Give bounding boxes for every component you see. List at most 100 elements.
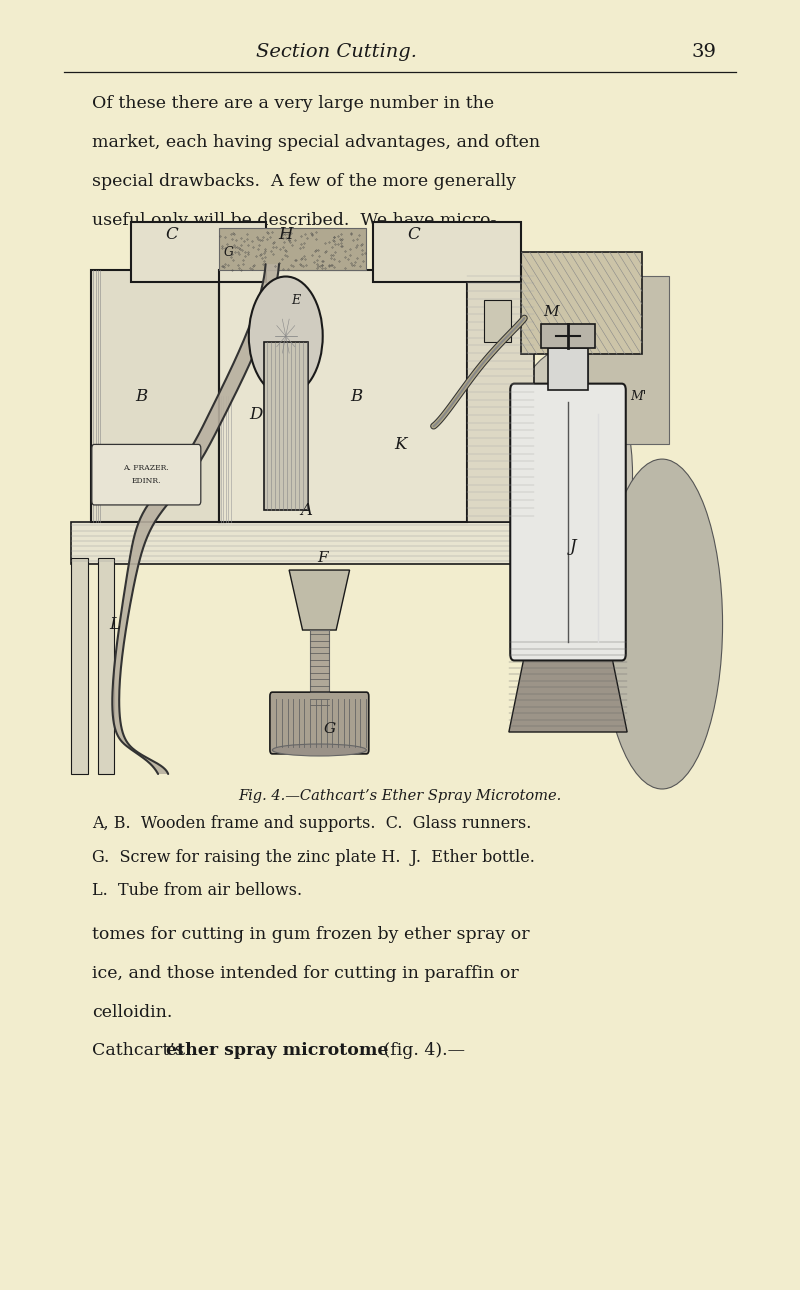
FancyBboxPatch shape [264, 342, 308, 510]
Text: K: K [394, 436, 406, 453]
Point [238, 243, 251, 263]
Point [257, 254, 270, 275]
Text: L: L [109, 615, 120, 632]
Point [218, 239, 231, 259]
Point [237, 254, 250, 275]
Point [320, 241, 333, 262]
Point [267, 232, 280, 253]
FancyBboxPatch shape [547, 348, 589, 390]
Point [328, 227, 341, 248]
Point [286, 255, 299, 276]
Point [238, 231, 250, 252]
FancyBboxPatch shape [270, 693, 369, 753]
Point [328, 233, 341, 254]
Point [335, 236, 348, 257]
Point [328, 257, 341, 277]
Point [305, 223, 318, 244]
Point [318, 233, 331, 254]
Text: A, B.  Wooden frame and supports.  C.  Glass runners.: A, B. Wooden frame and supports. C. Glas… [92, 815, 531, 832]
Point [327, 249, 340, 270]
Point [298, 245, 310, 266]
Point [347, 255, 360, 276]
Point [356, 233, 369, 254]
Point [228, 223, 241, 244]
Point [295, 249, 308, 270]
Text: M': M' [630, 390, 646, 402]
Point [252, 228, 265, 249]
Text: E: E [291, 294, 301, 307]
Point [324, 248, 337, 268]
Point [296, 248, 309, 268]
Point [323, 231, 336, 252]
Point [241, 223, 254, 244]
Circle shape [249, 276, 322, 396]
Polygon shape [289, 570, 350, 630]
Point [334, 223, 347, 244]
Point [242, 235, 254, 255]
FancyBboxPatch shape [92, 445, 201, 504]
FancyBboxPatch shape [373, 222, 521, 283]
FancyBboxPatch shape [91, 270, 226, 522]
Ellipse shape [503, 348, 633, 600]
Point [230, 237, 243, 258]
Point [281, 245, 294, 266]
Point [332, 233, 345, 254]
Point [226, 223, 239, 244]
Point [283, 231, 296, 252]
Text: special drawbacks.  A few of the more generally: special drawbacks. A few of the more gen… [92, 173, 516, 190]
Text: Section Cutting.: Section Cutting. [255, 43, 417, 61]
Point [250, 245, 263, 266]
Point [316, 254, 329, 275]
Point [218, 257, 230, 277]
Point [310, 222, 322, 243]
Point [272, 253, 285, 273]
Point [325, 254, 338, 275]
Text: 39: 39 [691, 43, 717, 61]
Point [356, 250, 369, 271]
Point [236, 240, 249, 261]
Point [246, 259, 258, 280]
Point [254, 230, 266, 250]
Point [279, 241, 292, 262]
Point [278, 232, 290, 253]
FancyBboxPatch shape [484, 301, 511, 342]
Text: ether spray microtome: ether spray microtome [166, 1042, 388, 1059]
Point [221, 233, 234, 254]
FancyBboxPatch shape [131, 222, 266, 283]
Point [237, 250, 250, 271]
Point [277, 237, 290, 258]
Point [253, 235, 266, 255]
Point [333, 250, 346, 271]
Point [310, 258, 323, 279]
Point [277, 223, 290, 244]
Point [225, 228, 238, 249]
Point [278, 240, 291, 261]
Point [326, 245, 339, 266]
Point [215, 257, 228, 277]
Point [350, 235, 363, 255]
Point [226, 244, 238, 264]
Point [254, 245, 266, 266]
Point [353, 224, 366, 245]
Point [319, 258, 332, 279]
Point [351, 228, 364, 249]
Point [260, 222, 273, 243]
Point [354, 257, 366, 277]
Point [294, 254, 307, 275]
Point [254, 244, 267, 264]
Point [251, 239, 264, 259]
Point [261, 228, 274, 249]
Point [298, 224, 311, 245]
Point [349, 237, 362, 258]
Point [359, 243, 372, 263]
FancyBboxPatch shape [218, 228, 366, 270]
Point [277, 222, 290, 243]
Point [277, 259, 290, 280]
Text: G: G [224, 245, 234, 258]
Point [282, 227, 294, 248]
FancyBboxPatch shape [510, 383, 626, 660]
Point [246, 231, 258, 252]
Point [316, 250, 329, 271]
Point [278, 245, 291, 266]
Point [258, 243, 271, 263]
